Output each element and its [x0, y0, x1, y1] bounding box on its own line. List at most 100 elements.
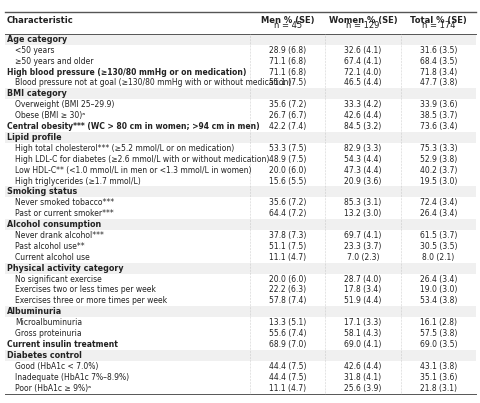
Text: 72.1 (4.0): 72.1 (4.0) — [344, 68, 381, 77]
Text: n = 45: n = 45 — [273, 21, 301, 30]
Text: 23.3 (3.7): 23.3 (3.7) — [344, 242, 381, 251]
Text: 61.5 (3.7): 61.5 (3.7) — [419, 231, 456, 240]
Text: Never smoked tobacco***: Never smoked tobacco*** — [15, 198, 114, 207]
Text: Past or current smoker***: Past or current smoker*** — [15, 209, 113, 218]
Text: 72.4 (3.4): 72.4 (3.4) — [419, 198, 456, 207]
Text: 68.9 (7.0): 68.9 (7.0) — [268, 340, 306, 349]
Text: 69.7 (4.1): 69.7 (4.1) — [344, 231, 381, 240]
Text: 33.9 (3.6): 33.9 (3.6) — [419, 100, 456, 109]
Text: 13.3 (5.1): 13.3 (5.1) — [268, 318, 306, 327]
Text: 40.2 (3.7): 40.2 (3.7) — [419, 166, 456, 174]
Text: 38.5 (3.7): 38.5 (3.7) — [419, 111, 456, 120]
Text: Alcohol consumption: Alcohol consumption — [7, 220, 101, 229]
Text: 75.3 (3.3): 75.3 (3.3) — [419, 144, 456, 153]
Text: No significant exercise: No significant exercise — [15, 274, 101, 284]
FancyBboxPatch shape — [5, 263, 475, 274]
FancyBboxPatch shape — [5, 306, 475, 317]
Text: 47.3 (4.4): 47.3 (4.4) — [344, 166, 381, 174]
Text: 43.1 (3.8): 43.1 (3.8) — [419, 362, 456, 371]
Text: 44.4 (7.5): 44.4 (7.5) — [268, 373, 306, 382]
Text: Smoking status: Smoking status — [7, 187, 77, 196]
Text: Past alcohol use**: Past alcohol use** — [15, 242, 84, 251]
Text: Men % (SE): Men % (SE) — [260, 16, 314, 25]
Text: Poor (HbA1c ≥ 9%)ᵃ: Poor (HbA1c ≥ 9%)ᵃ — [15, 384, 91, 393]
Text: 57.8 (7.4): 57.8 (7.4) — [268, 296, 306, 305]
Text: Characteristic: Characteristic — [7, 16, 73, 25]
Text: 7.0 (2.3): 7.0 (2.3) — [346, 253, 379, 262]
Text: 51.9 (4.4): 51.9 (4.4) — [344, 296, 381, 305]
Text: Inadequate (HbA1c 7%–8.9%): Inadequate (HbA1c 7%–8.9%) — [15, 373, 129, 382]
Text: 8.0 (2.1): 8.0 (2.1) — [421, 253, 454, 262]
Text: 51.1 (7.5): 51.1 (7.5) — [268, 242, 306, 251]
Text: 69.0 (3.5): 69.0 (3.5) — [419, 340, 456, 349]
Text: 17.1 (3.3): 17.1 (3.3) — [344, 318, 381, 327]
Text: 37.8 (7.3): 37.8 (7.3) — [268, 231, 306, 240]
Text: Central obesity*** (WC > 80 cm in women; >94 cm in men): Central obesity*** (WC > 80 cm in women;… — [7, 122, 259, 131]
Text: 19.0 (3.0): 19.0 (3.0) — [419, 285, 456, 295]
Text: BMI category: BMI category — [7, 89, 67, 98]
Text: 25.6 (3.9): 25.6 (3.9) — [344, 384, 381, 393]
Text: Good (HbA1c < 7.0%): Good (HbA1c < 7.0%) — [15, 362, 98, 371]
Text: High blood pressure (≥130/80 mmHg or on medication): High blood pressure (≥130/80 mmHg or on … — [7, 68, 246, 77]
Text: Albuminuria: Albuminuria — [7, 307, 62, 316]
Text: 11.1 (4.7): 11.1 (4.7) — [268, 384, 306, 393]
Text: High triglycerides (≥1.7 mmol/L): High triglycerides (≥1.7 mmol/L) — [15, 177, 140, 185]
FancyBboxPatch shape — [5, 132, 475, 143]
Text: Age category: Age category — [7, 35, 67, 44]
Text: Current insulin treatment: Current insulin treatment — [7, 340, 118, 349]
Text: 35.6 (7.2): 35.6 (7.2) — [268, 198, 306, 207]
Text: Women % (SE): Women % (SE) — [328, 16, 396, 25]
Text: 19.5 (3.0): 19.5 (3.0) — [419, 177, 456, 185]
FancyBboxPatch shape — [5, 219, 475, 230]
Text: 28.9 (6.8): 28.9 (6.8) — [268, 46, 306, 55]
Text: Overweight (BMI 25–29.9): Overweight (BMI 25–29.9) — [15, 100, 114, 109]
Text: Total % (SE): Total % (SE) — [409, 16, 466, 25]
Text: 20.9 (3.6): 20.9 (3.6) — [344, 177, 381, 185]
Text: <50 years: <50 years — [15, 46, 54, 55]
Text: Exercises two or less times per week: Exercises two or less times per week — [15, 285, 156, 295]
Text: 71.8 (3.4): 71.8 (3.4) — [419, 68, 456, 77]
Text: 53.4 (3.8): 53.4 (3.8) — [419, 296, 456, 305]
Text: 30.5 (3.5): 30.5 (3.5) — [419, 242, 456, 251]
Text: 67.4 (4.1): 67.4 (4.1) — [344, 57, 381, 66]
Text: 71.1 (6.8): 71.1 (6.8) — [268, 68, 306, 77]
Text: 42.6 (4.4): 42.6 (4.4) — [344, 362, 381, 371]
Text: 58.1 (4.3): 58.1 (4.3) — [344, 329, 381, 338]
Text: 26.7 (6.7): 26.7 (6.7) — [268, 111, 306, 120]
Text: Diabetes control: Diabetes control — [7, 351, 82, 360]
Text: 82.9 (3.3): 82.9 (3.3) — [344, 144, 381, 153]
FancyBboxPatch shape — [5, 187, 475, 197]
Text: 28.7 (4.0): 28.7 (4.0) — [344, 274, 381, 284]
Text: Low HDL-C** (<1.0 mmol/L in men or <1.3 mmol/L in women): Low HDL-C** (<1.0 mmol/L in men or <1.3 … — [15, 166, 251, 174]
Text: 16.1 (2.8): 16.1 (2.8) — [419, 318, 456, 327]
FancyBboxPatch shape — [5, 350, 475, 361]
Text: 35.1 (3.6): 35.1 (3.6) — [419, 373, 456, 382]
Text: Exercises three or more times per week: Exercises three or more times per week — [15, 296, 167, 305]
Text: High LDL-C for diabetes (≥2.6 mmol/L with or without medication): High LDL-C for diabetes (≥2.6 mmol/L wit… — [15, 155, 269, 164]
Text: 46.5 (4.4): 46.5 (4.4) — [344, 79, 381, 87]
Text: Lipid profile: Lipid profile — [7, 133, 61, 142]
FancyBboxPatch shape — [5, 34, 475, 45]
Text: 42.2 (7.4): 42.2 (7.4) — [268, 122, 306, 131]
Text: 55.6 (7.4): 55.6 (7.4) — [268, 329, 306, 338]
Text: ≥50 years and older: ≥50 years and older — [15, 57, 93, 66]
Text: 84.5 (3.2): 84.5 (3.2) — [344, 122, 381, 131]
Text: 31.8 (4.1): 31.8 (4.1) — [344, 373, 381, 382]
Text: 53.3 (7.5): 53.3 (7.5) — [268, 144, 306, 153]
Text: Obese (BMI ≥ 30)ᵃ: Obese (BMI ≥ 30)ᵃ — [15, 111, 85, 120]
Text: n = 129: n = 129 — [346, 21, 379, 30]
Text: 68.4 (3.5): 68.4 (3.5) — [419, 57, 456, 66]
Text: 20.0 (6.0): 20.0 (6.0) — [268, 166, 306, 174]
Text: 32.6 (4.1): 32.6 (4.1) — [344, 46, 381, 55]
Text: 17.8 (3.4): 17.8 (3.4) — [344, 285, 381, 295]
Text: 64.4 (7.2): 64.4 (7.2) — [268, 209, 306, 218]
Text: 42.6 (4.4): 42.6 (4.4) — [344, 111, 381, 120]
Text: 11.1 (4.7): 11.1 (4.7) — [268, 253, 306, 262]
Text: Microalbuminuria: Microalbuminuria — [15, 318, 82, 327]
Text: 71.1 (6.8): 71.1 (6.8) — [268, 57, 306, 66]
Text: 20.0 (6.0): 20.0 (6.0) — [268, 274, 306, 284]
Text: 51.1 (7.5): 51.1 (7.5) — [268, 79, 306, 87]
Text: 44.4 (7.5): 44.4 (7.5) — [268, 362, 306, 371]
Text: 13.2 (3.0): 13.2 (3.0) — [344, 209, 381, 218]
Text: 31.6 (3.5): 31.6 (3.5) — [419, 46, 456, 55]
